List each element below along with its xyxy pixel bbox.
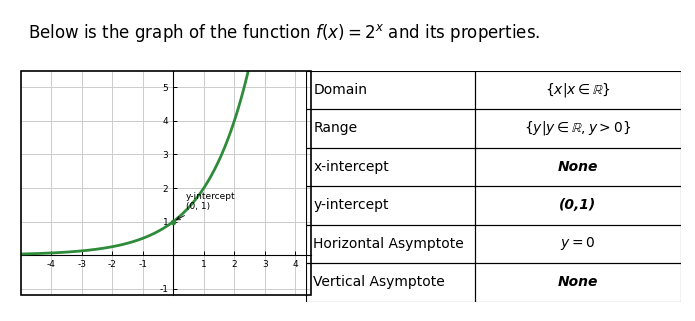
Bar	[475, 263, 681, 302]
Bar	[306, 109, 475, 148]
Bar	[475, 148, 681, 186]
Bar	[475, 186, 681, 225]
Bar	[306, 148, 475, 186]
Text: Below is the graph of the function $f(x) = 2^x$ and its properties.: Below is the graph of the function $f(x)…	[28, 22, 540, 45]
Text: $y = 0$: $y = 0$	[560, 236, 596, 252]
Bar	[306, 186, 475, 225]
Text: $\{y|y \in \mathbb{R}, y > 0\}$: $\{y|y \in \mathbb{R}, y > 0\}$	[524, 119, 632, 137]
Text: Horizontal Asymptote: Horizontal Asymptote	[313, 237, 464, 251]
Text: x-intercept: x-intercept	[313, 160, 389, 174]
Bar	[475, 71, 681, 109]
Text: y-intercept: y-intercept	[313, 198, 389, 213]
Bar	[306, 263, 475, 302]
Text: None: None	[557, 160, 598, 174]
Text: y-intercept
(0, 1): y-intercept (0, 1)	[177, 192, 235, 220]
Text: Domain: Domain	[313, 83, 367, 97]
Text: None: None	[557, 275, 598, 290]
Bar	[475, 109, 681, 148]
Text: $\{x|x \in \mathbb{R}\}$: $\{x|x \in \mathbb{R}\}$	[545, 81, 611, 99]
Bar	[306, 225, 475, 263]
Text: (0,1): (0,1)	[559, 198, 596, 213]
Text: Vertical Asymptote: Vertical Asymptote	[313, 275, 445, 290]
Text: Range: Range	[313, 121, 357, 135]
Bar	[306, 71, 475, 109]
Bar	[475, 225, 681, 263]
